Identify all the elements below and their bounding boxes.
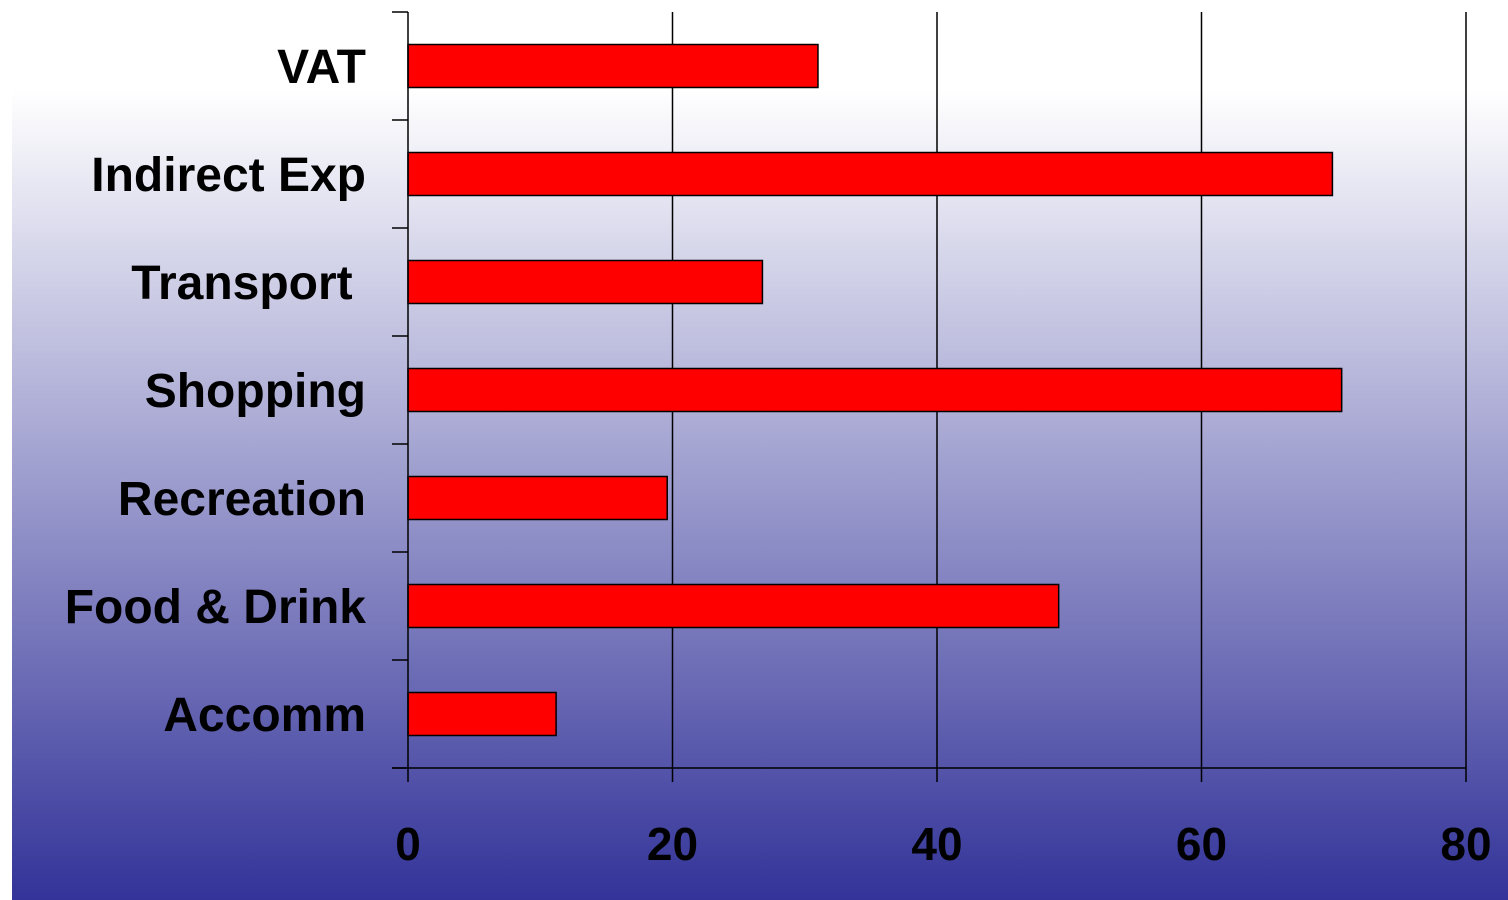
- bar-food-drink: [407, 583, 1060, 629]
- category-label-shopping: Shopping: [145, 365, 366, 418]
- x-tick-label-0: 0: [395, 818, 421, 870]
- category-label-food-drink: Food & Drink: [65, 581, 367, 634]
- bar-shopping: [407, 367, 1343, 413]
- category-label-transport: Transport: [131, 257, 366, 310]
- bar-indirect-exp: [407, 151, 1334, 197]
- x-tick-label-80: 80: [1440, 818, 1491, 870]
- category-label-accomm: Accomm: [163, 689, 366, 742]
- category-label-recreation: Recreation: [118, 473, 366, 526]
- category-label-indirect-exp: Indirect Exp: [91, 149, 366, 202]
- bar-vat: [407, 43, 819, 89]
- bars: [407, 43, 1343, 737]
- bar-transport: [407, 259, 764, 305]
- x-tick-label-60: 60: [1176, 818, 1227, 870]
- chart-background: [12, 0, 1508, 900]
- x-tick-label-20: 20: [647, 818, 698, 870]
- axes: [392, 11, 1467, 782]
- category-label-vat: VAT: [277, 41, 366, 94]
- labels: Accomm Food & Drink Recreation Shopping Tran…: [65, 41, 1492, 870]
- x-tick-label-40: 40: [911, 818, 962, 870]
- bar-recreation: [407, 475, 668, 521]
- bar-accomm: [407, 691, 557, 737]
